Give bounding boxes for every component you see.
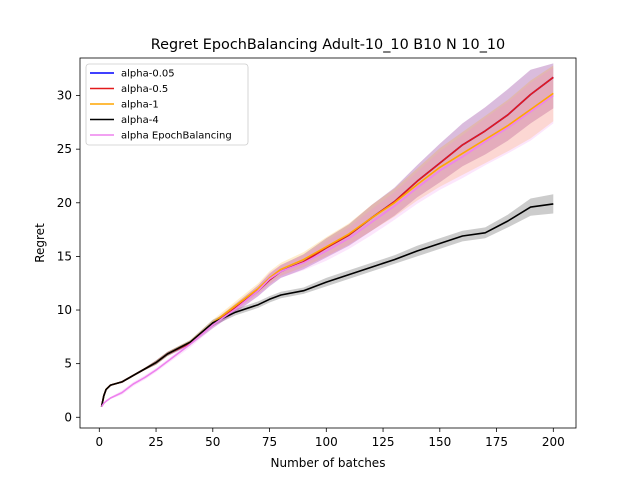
legend: alpha-0.05 alpha-0.5 alpha-1 alpha-4 alpha E…	[85, 63, 249, 146]
y-tick-label: 10	[57, 303, 72, 317]
plot-frame	[79, 57, 577, 429]
y-tick-label: 30	[57, 89, 72, 103]
series-lines	[100, 76, 554, 408]
x-tick-label: 25	[148, 435, 163, 449]
x-tick-label: 0	[95, 435, 103, 449]
x-tick-label: 200	[542, 435, 565, 449]
x-tick-label: 150	[428, 435, 451, 449]
y-tick-label: 0	[64, 410, 72, 424]
legend-label-alpha-0-05: alpha-0.05	[121, 69, 175, 80]
x-tick-label: 125	[372, 435, 395, 449]
legend-box	[85, 63, 249, 146]
chart-title: Regret EpochBalancing Adult-10_10 B10 N …	[151, 37, 505, 53]
y-tick-label: 25	[57, 142, 72, 156]
x-tick-label: 175	[485, 435, 508, 449]
legend-label-alpha-4: alpha-4	[121, 115, 159, 126]
y-tick-label: 20	[57, 196, 72, 210]
x-tick-label: 75	[262, 435, 277, 449]
legend-label-alpha-1: alpha-1	[121, 100, 159, 111]
y-tick-label: 15	[57, 249, 72, 263]
x-axis-ticks: 0 25 50 75 100 125 150 175 200	[95, 428, 565, 449]
y-axis-label: Regret	[33, 223, 47, 263]
line-alpha-4	[100, 203, 554, 407]
x-axis-label: Number of batches	[271, 456, 386, 470]
legend-label-alpha-0-5: alpha-0.5	[121, 84, 168, 95]
y-axis-ticks: 0 5 10 15 20 25 30	[57, 89, 80, 424]
x-tick-label: 100	[315, 435, 338, 449]
line-alpha-epochbalancing	[100, 94, 554, 408]
band-alpha-4	[101, 194, 554, 407]
legend-label-alpha-epochbalancing: alpha EpochBalancing	[121, 131, 232, 142]
x-tick-label: 50	[205, 435, 220, 449]
y-tick-label: 5	[64, 357, 72, 371]
